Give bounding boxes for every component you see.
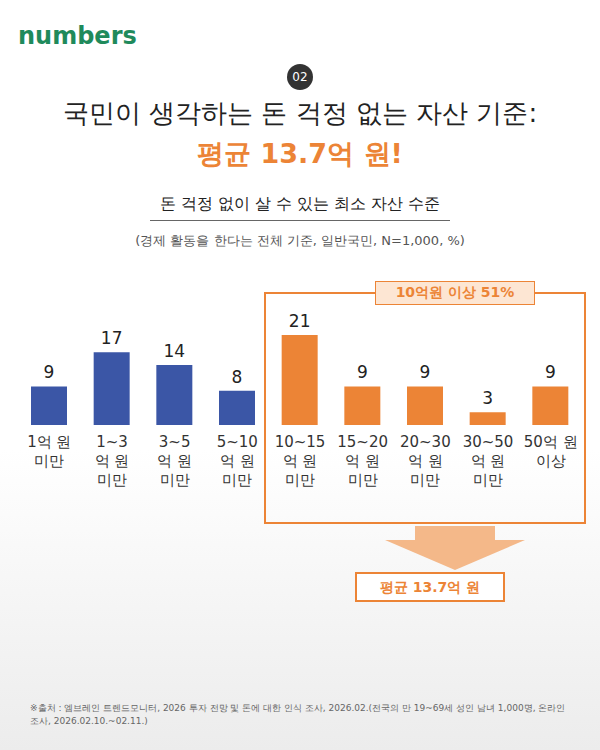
html-text:평균 13.7억 원!: 평균 13.7억 원! [197,138,403,169]
svg-text:9: 9 [44,362,55,382]
html-text:(경제 활동을 한다는 전체 기준, 일반국민, N=1,0: (경제 활동을 한다는 전체 기준, 일반국민, N=1,000, %) [135,233,465,248]
svg-text:9: 9 [545,362,556,382]
svg-text:17: 17 [101,328,123,348]
svg-text:15~20억 원미만: 15~20억 원미만 [337,433,388,489]
svg-text:20~30억 원미만: 20~30억 원미만 [400,433,451,489]
svg-text:9: 9 [420,362,431,382]
svg-text:8: 8 [232,367,243,387]
svg-text:9: 9 [357,362,368,382]
svg-text:50억 원이상: 50억 원이상 [524,433,578,470]
svg-text:14: 14 [164,341,186,361]
html-text:돈 걱정 없이 살 수 있는 최소 자산 수준: 돈 걱정 없이 살 수 있는 최소 자산 수준 [159,194,441,213]
svg-text:1~3억 원미만: 1~3억 원미만 [95,433,130,489]
html-text:※출처 : 엠브레인 트렌드모니터, 2026 투자 전망: ※출처 : 엠브레인 트렌드모니터, 2026 투자 전망 및 돈에 대한 인식… [30,703,566,726]
svg-text:3: 3 [482,388,493,408]
svg-text:21: 21 [289,311,311,331]
html-text:02: 02 [292,70,308,84]
svg-text:3~5억 원미만: 3~5억 원미만 [157,433,192,489]
svg-text:1억 원미만: 1억 원미만 [27,433,71,470]
svg-text:30~50억 원미만: 30~50억 원미만 [463,433,514,489]
html-text:국민이 생각하는 돈 걱정 없는 자산 기준:: 국민이 생각하는 돈 걱정 없는 자산 기준: [62,98,538,128]
svg-text:5~10억 원미만: 5~10억 원미만 [217,433,258,489]
html-text:numbers: numbers [18,22,137,50]
html-text:평균 13.7억 원: 평균 13.7억 원 [379,579,481,595]
svg-text:10~15억 원미만: 10~15억 원미만 [275,433,326,489]
html-text:10억원 이상 51%: 10억원 이상 51% [395,284,515,300]
